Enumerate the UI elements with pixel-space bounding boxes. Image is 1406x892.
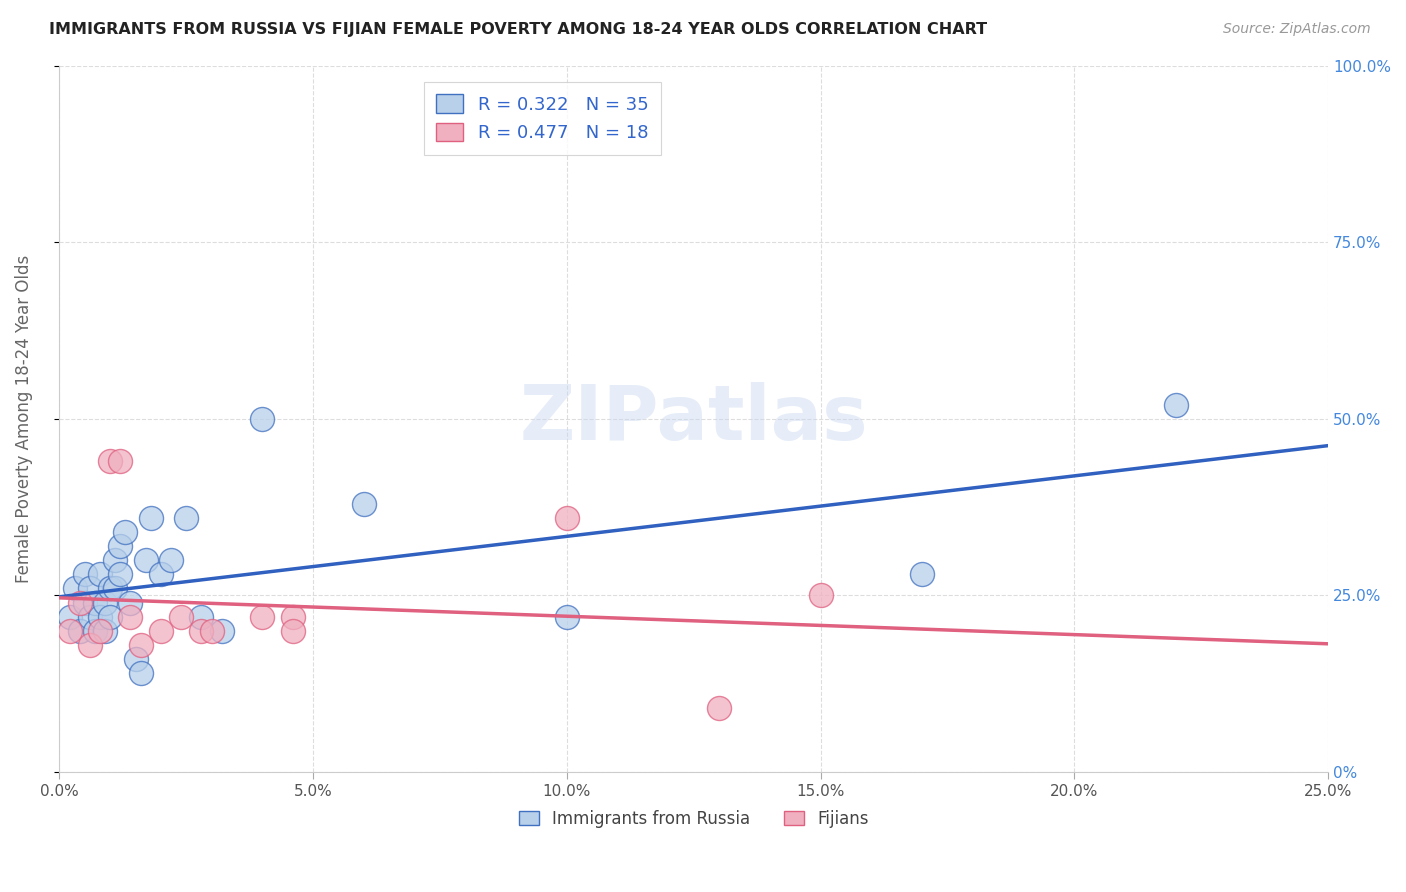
Point: [73, 595, 96, 609]
Point: [79, 582, 101, 596]
Point: [89, 609, 111, 624]
Point: [94, 624, 117, 638]
Point: [58, 609, 80, 624]
Point: [707, 701, 730, 715]
Point: [98, 609, 121, 624]
Point: [211, 624, 233, 638]
Point: [911, 567, 934, 582]
Point: [104, 553, 127, 567]
Text: IMMIGRANTS FROM RUSSIA VS FIJIAN FEMALE POVERTY AMONG 18-24 YEAR OLDS CORRELATIO: IMMIGRANTS FROM RUSSIA VS FIJIAN FEMALE …: [49, 22, 987, 37]
Point: [160, 553, 183, 567]
Point: [129, 638, 152, 652]
Point: [252, 609, 274, 624]
Point: [69, 595, 91, 609]
Point: [89, 567, 111, 582]
Point: [84, 624, 107, 638]
Point: [114, 524, 136, 539]
Point: [110, 567, 132, 582]
Point: [89, 624, 111, 638]
Point: [98, 454, 121, 468]
Point: [94, 595, 117, 609]
Point: [79, 609, 101, 624]
Point: [1164, 398, 1187, 412]
Point: [84, 595, 107, 609]
Point: [353, 497, 375, 511]
Point: [149, 567, 172, 582]
Point: [252, 412, 274, 426]
Point: [63, 582, 86, 596]
Point: [104, 582, 127, 596]
Text: Source: ZipAtlas.com: Source: ZipAtlas.com: [1223, 22, 1371, 37]
Point: [135, 553, 157, 567]
Point: [555, 609, 578, 624]
Point: [98, 582, 121, 596]
Text: ZIPatlas: ZIPatlas: [519, 382, 868, 456]
Point: [73, 567, 96, 582]
Point: [120, 609, 142, 624]
Point: [281, 609, 304, 624]
Point: [110, 454, 132, 468]
Point: [79, 638, 101, 652]
Y-axis label: Female Poverty Among 18-24 Year Olds: Female Poverty Among 18-24 Year Olds: [15, 255, 32, 583]
Point: [555, 510, 578, 524]
Point: [120, 595, 142, 609]
Point: [58, 624, 80, 638]
Point: [190, 609, 212, 624]
Point: [281, 624, 304, 638]
Point: [810, 589, 832, 603]
Point: [129, 666, 152, 681]
Point: [149, 624, 172, 638]
Point: [170, 609, 193, 624]
Point: [139, 510, 162, 524]
Point: [201, 624, 224, 638]
Legend: Immigrants from Russia, Fijians: Immigrants from Russia, Fijians: [512, 803, 876, 834]
Point: [124, 652, 146, 666]
Point: [110, 539, 132, 553]
Point: [190, 624, 212, 638]
Point: [174, 510, 197, 524]
Point: [69, 624, 91, 638]
